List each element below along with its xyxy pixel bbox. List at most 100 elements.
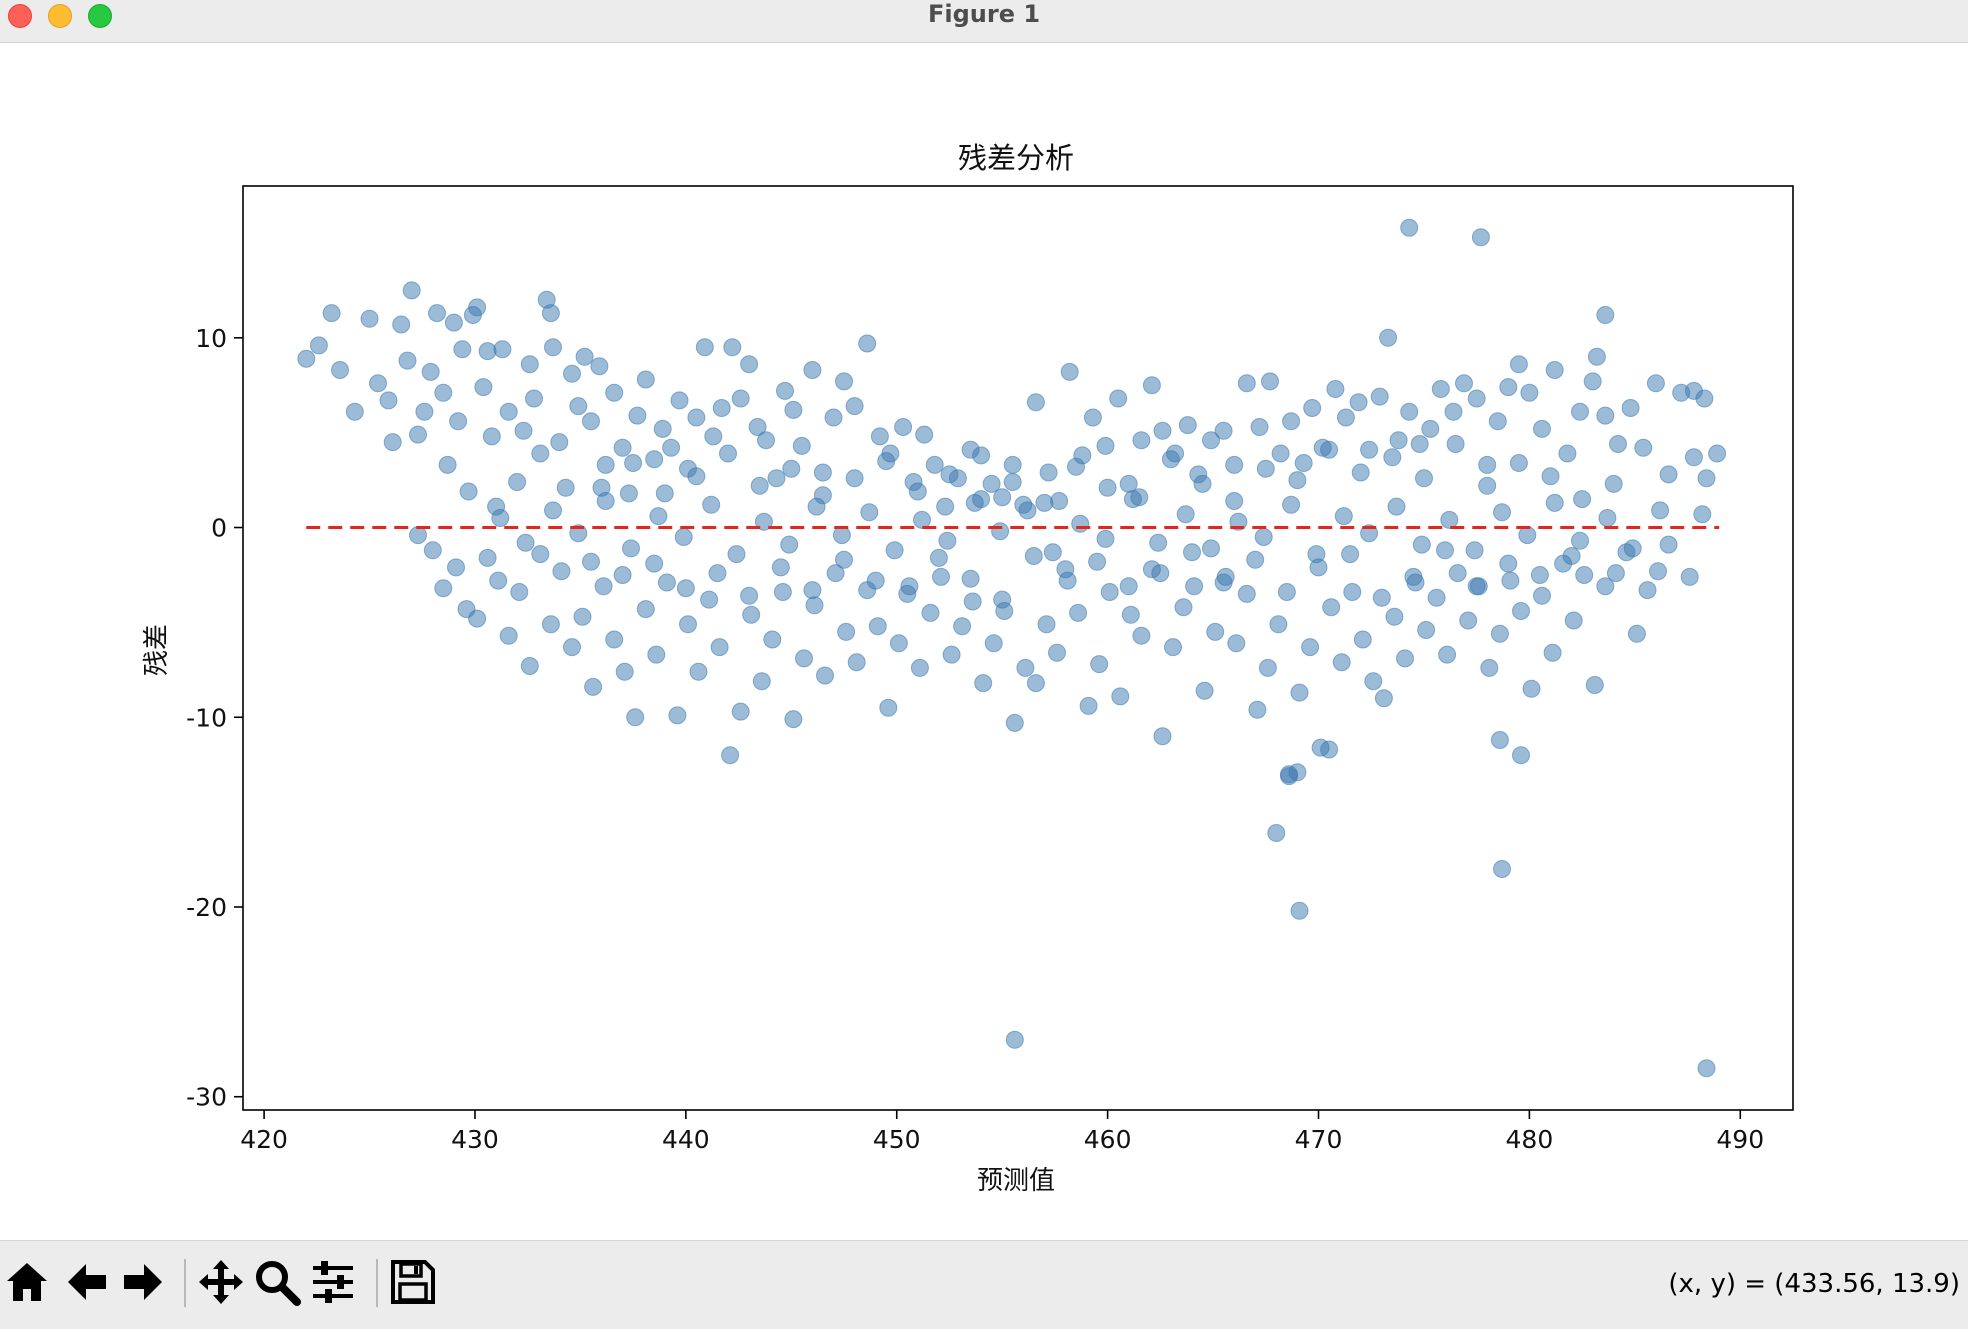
data-point xyxy=(1697,1059,1716,1078)
data-point xyxy=(624,454,643,472)
data-point xyxy=(520,657,539,675)
data-point xyxy=(493,340,512,359)
forward-button[interactable] xyxy=(116,1255,170,1309)
data-point xyxy=(1149,533,1168,552)
data-point xyxy=(531,545,550,564)
data-point xyxy=(569,397,588,416)
data-point xyxy=(1174,598,1193,617)
data-point xyxy=(1530,566,1549,584)
data-point xyxy=(550,433,569,452)
x-tick-label: 430 xyxy=(451,1125,499,1154)
data-point xyxy=(1214,421,1233,440)
data-point xyxy=(649,507,668,526)
data-point xyxy=(1638,581,1657,600)
data-point xyxy=(1261,372,1279,391)
data-point xyxy=(674,528,693,546)
data-point xyxy=(803,581,822,600)
data-point xyxy=(1336,408,1355,427)
data-point xyxy=(750,476,769,495)
data-point xyxy=(309,336,328,355)
data-point xyxy=(1005,713,1024,732)
data-point xyxy=(1322,598,1341,617)
data-point xyxy=(847,653,866,672)
data-point xyxy=(619,484,638,503)
data-point xyxy=(719,444,737,463)
x-tick-label: 480 xyxy=(1506,1125,1554,1154)
data-point xyxy=(1465,541,1484,560)
data-point xyxy=(670,391,689,410)
data-point xyxy=(953,617,972,636)
save-button[interactable] xyxy=(386,1255,440,1309)
data-point xyxy=(1421,419,1440,438)
data-point xyxy=(409,526,427,545)
data-point xyxy=(1250,418,1269,436)
data-point xyxy=(1309,558,1328,577)
data-point xyxy=(613,438,632,457)
data-point xyxy=(1585,676,1604,694)
home-button[interactable] xyxy=(0,1255,54,1309)
data-point xyxy=(360,309,379,328)
figure-canvas[interactable]: 残差分析 420 430 440 450 460 470 480 490 -30 -20 -10 0 1… xyxy=(0,43,1968,1240)
zoom-button[interactable] xyxy=(250,1255,304,1309)
data-point xyxy=(1533,586,1551,605)
data-point xyxy=(731,389,750,408)
back-button[interactable] xyxy=(60,1255,114,1309)
data-point xyxy=(331,361,349,379)
zoom-window-button[interactable] xyxy=(88,4,112,28)
data-point xyxy=(584,677,603,696)
data-point xyxy=(573,607,592,626)
data-point xyxy=(1332,653,1351,672)
data-point xyxy=(1060,362,1079,381)
data-point xyxy=(1621,399,1640,417)
data-point xyxy=(1351,463,1370,482)
navigation-toolbar: (x, y) = (433.56, 13.9) xyxy=(0,1240,1968,1329)
data-point xyxy=(972,446,991,465)
data-point xyxy=(468,298,487,317)
data-point xyxy=(910,658,929,677)
data-point xyxy=(398,351,417,370)
data-point xyxy=(740,355,759,374)
data-point xyxy=(1225,455,1244,474)
data-point xyxy=(1083,408,1102,427)
data-point xyxy=(478,342,497,361)
data-point xyxy=(748,418,767,436)
data-point xyxy=(653,419,672,438)
data-point xyxy=(1410,435,1429,453)
close-window-button[interactable] xyxy=(8,4,32,28)
data-point xyxy=(1427,588,1446,607)
data-point xyxy=(1237,374,1256,393)
data-point xyxy=(908,482,927,501)
configure-subplots-button[interactable] xyxy=(306,1255,360,1309)
data-point xyxy=(1269,615,1288,634)
data-point xyxy=(1431,380,1450,398)
chart-title: 残差分析 xyxy=(958,141,1074,175)
y-tick-label: -20 xyxy=(186,893,227,922)
data-point xyxy=(409,425,427,444)
data-point xyxy=(860,503,879,522)
pan-button[interactable] xyxy=(194,1255,248,1309)
data-point xyxy=(1583,372,1602,391)
x-tick-label: 460 xyxy=(1084,1125,1132,1154)
data-point xyxy=(499,402,518,421)
data-point xyxy=(615,662,634,681)
data-point xyxy=(712,399,731,417)
data-point xyxy=(449,412,468,431)
data-point xyxy=(1153,727,1172,746)
data-point xyxy=(1195,681,1214,700)
data-point xyxy=(813,486,832,505)
data-point xyxy=(478,548,497,567)
toolbar-separator xyxy=(184,1259,186,1307)
data-point xyxy=(1290,683,1309,702)
data-point xyxy=(575,347,594,366)
data-point xyxy=(423,541,442,560)
data-point xyxy=(879,698,898,717)
minimize-window-button[interactable] xyxy=(48,4,72,28)
data-point xyxy=(1067,457,1085,476)
data-point xyxy=(1256,459,1275,478)
data-point xyxy=(679,615,697,634)
data-point xyxy=(622,539,640,558)
data-point xyxy=(1248,700,1267,719)
data-point xyxy=(1404,567,1423,586)
y-tick-label: 10 xyxy=(195,324,227,353)
data-point xyxy=(1161,450,1180,469)
